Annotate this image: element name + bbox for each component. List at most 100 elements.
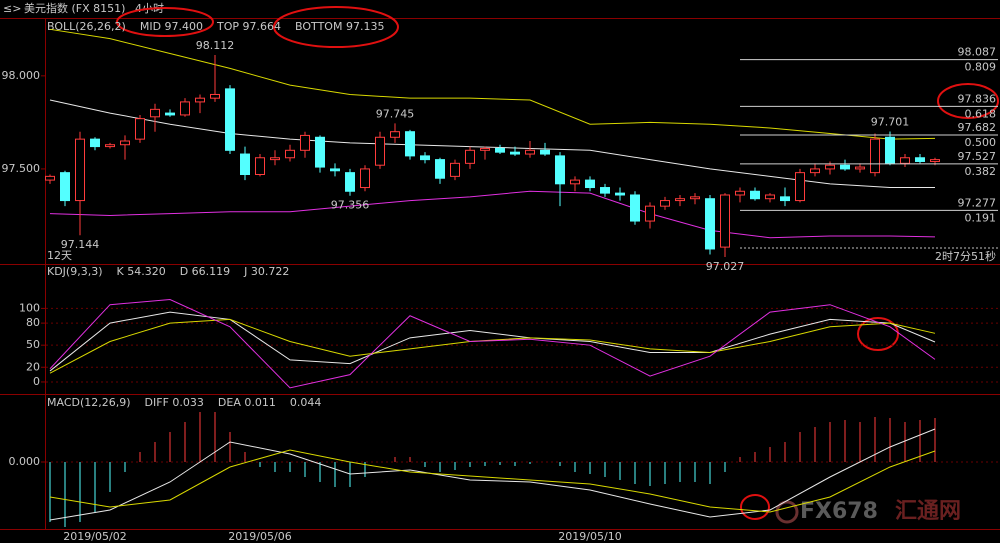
candle-body bbox=[480, 147, 490, 151]
y-tick-label: 100 bbox=[19, 301, 40, 314]
candle-body bbox=[75, 138, 85, 202]
indicator-line bbox=[49, 428, 936, 521]
legend-label: DEA 0.011 bbox=[218, 396, 276, 409]
candle-body bbox=[285, 149, 295, 159]
y-tick-label: 98.000 bbox=[2, 69, 41, 82]
candle-body bbox=[840, 164, 850, 170]
fib-ratio: 0.500 bbox=[965, 136, 997, 149]
y-tick-label: 20 bbox=[26, 360, 40, 373]
candle-body bbox=[555, 155, 565, 185]
price-label: 97.356 bbox=[331, 199, 370, 212]
candle-body bbox=[915, 157, 925, 162]
y-tick-label: 97.500 bbox=[2, 162, 41, 175]
range-label: 12天 bbox=[47, 249, 72, 262]
y-tick-label: 50 bbox=[26, 338, 40, 351]
candle-body bbox=[210, 93, 220, 99]
highlight-ellipse bbox=[740, 494, 770, 520]
x-tick-label: 2019/05/06 bbox=[228, 530, 291, 543]
legend-label: J 30.722 bbox=[243, 265, 289, 278]
highlight-ellipse bbox=[273, 6, 399, 48]
nav-icon[interactable]: ≤> bbox=[3, 2, 21, 15]
candle-body bbox=[855, 166, 865, 170]
highlight-ellipse bbox=[857, 317, 899, 351]
candle-body bbox=[465, 149, 475, 164]
candle-body bbox=[270, 157, 280, 161]
legend-label: K 54.320 bbox=[117, 265, 166, 278]
candle-body bbox=[90, 138, 100, 148]
candle-body bbox=[660, 200, 670, 207]
chart-title: 美元指数 (FX 8151) bbox=[24, 1, 125, 15]
legend-label: D 66.119 bbox=[180, 265, 230, 278]
candle-body bbox=[825, 164, 835, 170]
candle-body bbox=[360, 168, 370, 189]
candle-body bbox=[570, 179, 580, 185]
price-label: 97.701 bbox=[871, 116, 910, 129]
candle-body bbox=[795, 172, 805, 202]
legend-label: MACD(12,26,9) bbox=[47, 396, 131, 409]
candle-body bbox=[300, 134, 310, 151]
highlight-ellipse bbox=[116, 7, 214, 37]
candle-body bbox=[525, 149, 535, 155]
candle-body bbox=[540, 149, 550, 155]
candle-body bbox=[180, 101, 190, 116]
indicator-line bbox=[49, 318, 936, 374]
indicator-line bbox=[49, 28, 936, 140]
candle-body bbox=[810, 168, 820, 174]
candle-body bbox=[345, 172, 355, 192]
candle-body bbox=[615, 192, 625, 196]
fib-price: 98.087 bbox=[958, 46, 997, 59]
fib-ratio: 0.191 bbox=[965, 211, 997, 224]
candle-body bbox=[870, 138, 880, 174]
fib-price: 97.682 bbox=[958, 121, 997, 134]
candle-body bbox=[675, 198, 685, 202]
price-label: 97.144 bbox=[61, 238, 100, 251]
y-tick-label: 80 bbox=[26, 316, 40, 329]
indicator-line bbox=[49, 299, 936, 389]
indicator-line bbox=[49, 190, 936, 239]
legend-label: 0.044 bbox=[290, 396, 322, 409]
x-tick-label: 2019/05/02 bbox=[63, 530, 126, 543]
candle-body bbox=[315, 136, 325, 168]
candle-body bbox=[750, 190, 760, 200]
candle-body bbox=[735, 190, 745, 196]
candle-body bbox=[420, 155, 430, 161]
candle-body bbox=[225, 88, 235, 151]
frame bbox=[0, 18, 1000, 530]
legend-label: MID 97.400 bbox=[140, 20, 203, 33]
candle-body bbox=[195, 97, 205, 103]
candle-body bbox=[930, 159, 940, 162]
countdown: 2时7分51秒 bbox=[935, 249, 996, 263]
legend-label: BOLL(26,26,2) bbox=[47, 20, 126, 33]
watermark-logo bbox=[775, 500, 799, 524]
x-tick-label: 2019/05/10 bbox=[558, 530, 621, 543]
price-label: 97.027 bbox=[706, 260, 745, 273]
candle-body bbox=[435, 159, 445, 179]
candle-body bbox=[495, 147, 505, 153]
candle-body bbox=[135, 118, 145, 140]
candle-body bbox=[330, 168, 340, 172]
watermark: FX678 bbox=[800, 499, 878, 524]
candle-body bbox=[255, 157, 265, 176]
legend-label: TOP 97.664 bbox=[216, 20, 281, 33]
price-label: 98.112 bbox=[196, 39, 235, 52]
legend-label: DIFF 0.033 bbox=[145, 396, 204, 409]
legend-label: BOTTOM 97.135 bbox=[295, 20, 384, 33]
candle-body bbox=[885, 136, 895, 164]
candle-body bbox=[630, 194, 640, 222]
indicator-line bbox=[49, 311, 936, 372]
y-tick-label: 0.000 bbox=[9, 455, 41, 468]
candle-body bbox=[375, 136, 385, 166]
candle-body bbox=[705, 198, 715, 250]
candle-body bbox=[165, 112, 175, 116]
price-label: 97.745 bbox=[376, 107, 415, 120]
watermark: 汇通网 bbox=[895, 499, 961, 524]
y-tick-label: 0 bbox=[33, 375, 40, 388]
candle-body bbox=[765, 194, 775, 200]
legend-label: KDJ(9,3,3) bbox=[47, 265, 103, 278]
fib-ratio: 0.618 bbox=[965, 107, 997, 120]
fib-price: 97.277 bbox=[958, 196, 997, 209]
highlight-ellipse bbox=[937, 83, 999, 119]
candle-body bbox=[585, 179, 595, 189]
